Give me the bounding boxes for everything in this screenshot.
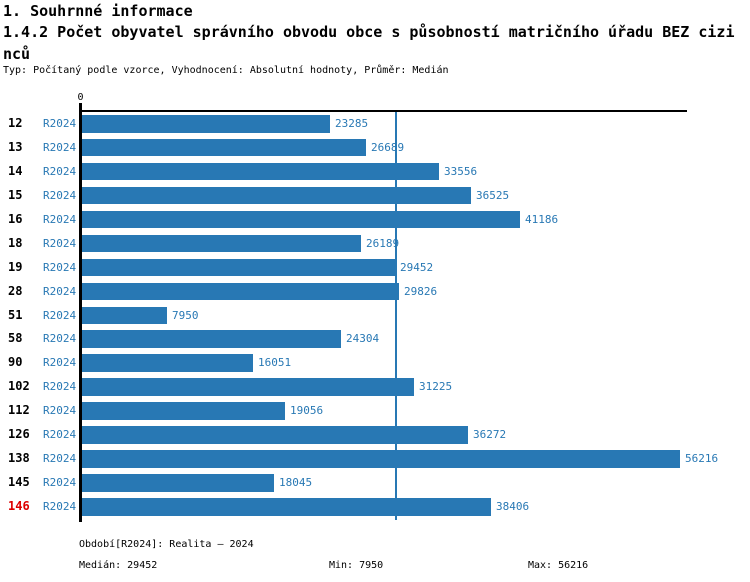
chart-row: 145 R2024 18045	[0, 471, 750, 495]
row-category-label: 14	[8, 163, 23, 178]
value-bar	[82, 330, 341, 348]
value-label: 29452	[400, 260, 434, 274]
row-series-label: R2024	[43, 308, 77, 322]
chart-row: 126 R2024 36272	[0, 423, 750, 447]
value-label: 26689	[371, 140, 405, 154]
chart-row: 15 R2024 36525	[0, 184, 750, 208]
row-series-label: R2024	[43, 164, 77, 178]
row-series-label: R2024	[43, 236, 77, 250]
footer-max: Max: 56216	[528, 560, 589, 571]
value-label: 38406	[496, 500, 530, 513]
value-bar	[82, 354, 253, 372]
chart-row: 102 R2024 31225	[0, 375, 750, 399]
value-bar	[82, 162, 439, 181]
value-label: 29826	[404, 284, 438, 298]
value-label: 7950	[172, 308, 199, 322]
chart-row: 28 R2024 29826	[0, 280, 750, 304]
row-category-label: 90	[8, 355, 23, 370]
value-bar	[82, 402, 285, 420]
value-label: 24304	[346, 332, 380, 346]
value-label: 26189	[366, 236, 400, 250]
row-series-label: R2024	[43, 404, 77, 418]
row-series-label: R2024	[43, 500, 77, 513]
report-meta: Typ: Počítaný podle vzorce, Vyhodnocení:…	[3, 65, 449, 76]
chart-row: 51 R2024 7950	[0, 304, 750, 328]
median-line	[395, 112, 397, 520]
row-category-label: 19	[8, 259, 23, 274]
chart-row: 138 R2024 56216	[0, 447, 750, 471]
row-category-label: 112	[8, 403, 30, 418]
value-bar	[82, 450, 680, 468]
row-series-label: R2024	[43, 476, 77, 490]
value-bar	[82, 234, 361, 253]
chart-row: 12 R2024 23285	[0, 112, 750, 136]
value-bar	[82, 138, 366, 157]
row-series-label: R2024	[43, 212, 77, 226]
value-label: 31225	[419, 380, 453, 394]
value-bar	[82, 210, 520, 229]
chart-row: 19 R2024 29452	[0, 256, 750, 280]
value-label: 36272	[473, 428, 507, 442]
value-label: 56216	[685, 452, 719, 466]
row-series-label: R2024	[43, 117, 77, 130]
footer-median: Medián: 29452	[79, 560, 158, 571]
axis-zero-label: 0	[77, 92, 84, 103]
row-series-label: R2024	[43, 188, 77, 202]
value-bar	[82, 474, 274, 492]
row-category-label: 126	[8, 427, 30, 442]
row-category-label: 15	[8, 187, 23, 202]
row-series-label: R2024	[43, 356, 77, 370]
value-bar	[82, 282, 399, 301]
row-series-label: R2024	[43, 260, 77, 274]
row-category-label: 146	[8, 499, 30, 513]
row-category-label: 145	[8, 475, 30, 490]
value-label: 33556	[444, 164, 478, 178]
value-bar	[82, 378, 414, 396]
bar-chart: 0 12 R2024 23285 13 R2024 26689 14 R2024…	[0, 92, 750, 522]
value-bar	[82, 498, 491, 516]
row-series-label: R2024	[43, 452, 77, 466]
value-bar	[82, 306, 167, 324]
row-category-label: 28	[8, 283, 23, 298]
row-category-label: 13	[8, 139, 23, 154]
row-category-label: 12	[8, 116, 23, 130]
row-series-label: R2024	[43, 140, 77, 154]
value-label: 16051	[258, 356, 292, 370]
chart-row: 90 R2024 16051	[0, 351, 750, 375]
value-label: 36525	[476, 188, 510, 202]
row-category-label: 138	[8, 451, 30, 466]
row-category-label: 51	[8, 307, 23, 322]
row-category-label: 58	[8, 331, 23, 346]
row-series-label: R2024	[43, 428, 77, 442]
y-axis-line	[79, 103, 82, 522]
report-subtitle: 1.4.2 Počet obyvatel správního obvodu ob…	[3, 23, 735, 63]
row-series-label: R2024	[43, 332, 77, 346]
value-label: 19056	[290, 404, 324, 418]
chart-row: 13 R2024 26689	[0, 136, 750, 160]
chart-row: 18 R2024 26189	[0, 232, 750, 256]
row-series-label: R2024	[43, 380, 77, 394]
value-label: 41186	[525, 212, 559, 226]
chart-row: 16 R2024 41186	[0, 208, 750, 232]
chart-row: 112 R2024 19056	[0, 399, 750, 423]
value-bar	[82, 186, 471, 205]
report-title: 1. Souhrnné informace	[3, 2, 193, 20]
row-category-label: 16	[8, 211, 23, 226]
chart-row: 146 R2024 38406	[0, 495, 750, 519]
x-axis-line	[79, 110, 687, 112]
chart-row: 14 R2024 33556	[0, 160, 750, 184]
row-category-label: 102	[8, 379, 30, 394]
value-bar	[82, 115, 330, 133]
chart-row: 58 R2024 24304	[0, 327, 750, 351]
row-series-label: R2024	[43, 284, 77, 298]
value-label: 18045	[279, 476, 313, 490]
chart-rows: 12 R2024 23285 13 R2024 26689 14 R2024 3…	[0, 112, 750, 519]
footer-period: Období[R2024]: Realita – 2024	[79, 539, 254, 550]
value-label: 23285	[335, 117, 369, 130]
value-bar	[82, 426, 468, 444]
row-category-label: 18	[8, 235, 23, 250]
value-bar	[82, 258, 395, 277]
footer-min: Min: 7950	[329, 560, 384, 571]
